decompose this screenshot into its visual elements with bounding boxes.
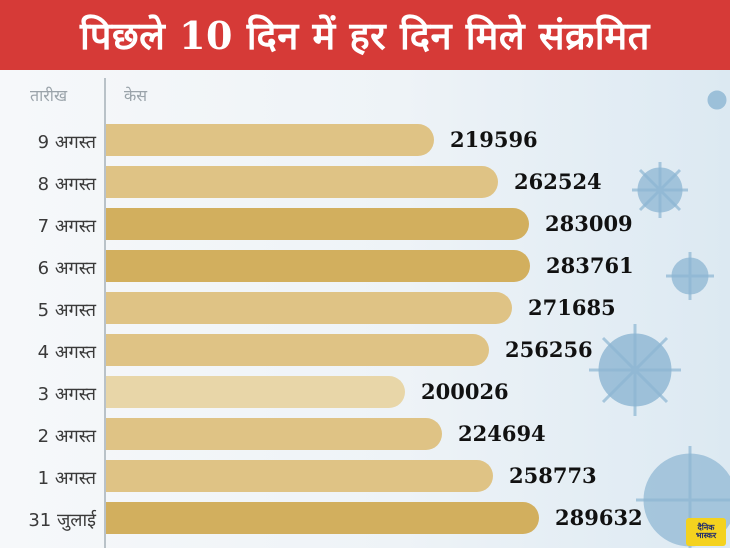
chart-header: पिछले 10 दिन में हर दिन मिले संक्रमित	[0, 0, 730, 70]
category-label: 8 अगस्त	[37, 174, 96, 195]
category-label: 6 अगस्त	[37, 258, 96, 279]
data-label: 283761	[546, 253, 634, 278]
category-label: 1 अगस्त	[37, 468, 96, 489]
category-label: 5 अगस्त	[37, 300, 96, 321]
data-label: 262524	[514, 169, 602, 194]
bar	[106, 250, 530, 282]
date-column-header: तारीख	[30, 86, 68, 105]
bar	[106, 166, 498, 198]
data-label: 200026	[421, 379, 509, 404]
bar	[106, 292, 512, 324]
data-label: 224694	[458, 421, 546, 446]
data-label: 289632	[555, 505, 643, 530]
category-label: 3 अगस्त	[37, 384, 96, 405]
bar	[106, 376, 405, 408]
category-label: 4 अगस्त	[37, 342, 96, 363]
bar	[106, 208, 529, 240]
category-label: 31 जुलाई	[28, 510, 96, 531]
dainik-bhaskar-logo: दैनिक भास्कर	[686, 518, 726, 546]
data-label: 256256	[505, 337, 593, 362]
cases-column-header: केस	[124, 86, 148, 105]
bar	[106, 502, 539, 534]
category-label: 9 अगस्त	[37, 132, 96, 153]
bar	[106, 124, 434, 156]
bar	[106, 334, 489, 366]
category-label: 7 अगस्त	[37, 216, 96, 237]
axis-divider	[104, 78, 106, 548]
logo-line-2: भास्कर	[695, 531, 717, 540]
data-label: 283009	[545, 211, 633, 236]
data-label: 258773	[509, 463, 597, 488]
bar	[106, 460, 493, 492]
category-label: 2 अगस्त	[37, 426, 96, 447]
bar	[106, 418, 442, 450]
logo-line-1: दैनिक	[697, 523, 715, 532]
chart-title: पिछले 10 दिन में हर दिन मिले संक्रमित	[80, 13, 650, 58]
data-label: 219596	[450, 127, 538, 152]
data-label: 271685	[528, 295, 616, 320]
